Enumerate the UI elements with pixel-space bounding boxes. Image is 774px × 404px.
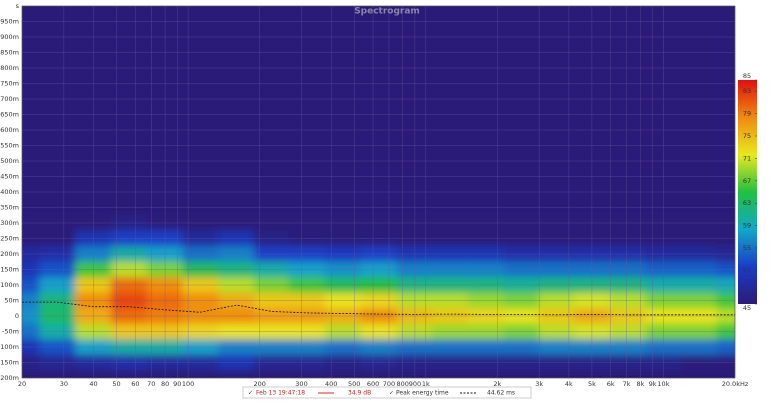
colorbar-tick-label: 59 [743,222,751,230]
y-tick-label: 700m [0,95,19,103]
x-tick-label: 80 [161,380,169,388]
x-tick-label: 100 [182,380,194,388]
x-tick-label: 70 [147,380,155,388]
x-tick-label: 90 [173,380,181,388]
y-tick-label: 0 [15,312,19,320]
colorbar-tick-label: 51 [743,266,751,274]
x-tick-label: 7k [623,380,631,388]
x-tick-label: 3k [535,380,543,388]
colorbar-tick-label: 63 [743,199,751,207]
x-tick-label: 60 [131,380,139,388]
x-tick-label: 900 [409,380,421,388]
x-tick-label: 20 [18,380,26,388]
y-tick-label: 500m [0,157,19,165]
y-tick-label: 200m [0,250,19,258]
x-tick-label: 300 [295,380,307,388]
y-tick-label: 900m [0,33,19,41]
colorbar-tick-label: 47 [743,289,751,297]
x-tick-label: 40 [89,380,97,388]
legend-label: Peak energy time [396,390,449,397]
plot-frame [21,5,736,379]
x-tick-label: 30 [60,380,68,388]
x-tick-label: 50 [112,380,120,388]
x-tick-label: 800 [397,380,409,388]
y-tick-label: -100m [0,343,19,351]
x-tick-label: 2k [493,380,501,388]
colorbar-tick-label: 71 [743,154,751,162]
colorbar-tick-label: 45 [743,304,751,312]
colorbar-tick-label: 75 [743,132,751,140]
y-tick-label: 350m [0,204,19,212]
legend-value: 44.62 ms [487,390,515,397]
x-tick-label: 1k [422,380,430,388]
y-tick-label: 150m [0,266,19,274]
y-tick-label: 100m [0,281,19,289]
y-tick-label: 750m [0,80,19,88]
legend-value: 34.9 dB [348,390,371,397]
y-tick-label: 600m [0,126,19,134]
colorbar-tick-label: 83 [743,87,751,95]
y-tick-label: 450m [0,173,19,181]
x-tick-label: 4k [565,380,573,388]
x-tick-label: 10k [657,380,669,388]
chart-title: Spectrogram [354,7,420,17]
x-tick-label: 500 [348,380,360,388]
y-tick-label: s [16,2,20,10]
peak-energy-line [22,301,735,316]
colorbar-tick-label: 85 [743,72,751,80]
y-tick-label: 50m [4,297,19,305]
x-tick-label: 9k [649,380,657,388]
x-tick-label: 6k [607,380,615,388]
legend-label: Feb 13 19:47:18 [256,390,305,397]
colorbar-tick-label: 55 [743,244,751,252]
y-tick-label: 800m [0,64,19,72]
y-tick-label: 250m [0,235,19,243]
y-tick-label: -150m [0,359,19,367]
x-tick-label: 600 [367,380,379,388]
y-tick-label: 950m [0,18,19,26]
y-tick-label: 300m [0,219,19,227]
colorbar-tick-label: 67 [743,177,751,185]
x-tick-label: 5k [588,380,596,388]
y-tick-label: 850m [0,49,19,57]
x-tick-label: 8k [636,380,644,388]
colorbar [738,80,757,304]
x-tick-label: 700 [383,380,395,388]
y-tick-label: 650m [0,111,19,119]
y-tick-label: -200m [0,374,19,382]
checkbox[interactable]: ✓ [389,390,394,397]
legend: ✓ Feb 13 19:47:18 34.9 dB ✓ Peak energy … [242,386,532,399]
y-tick-label: -50m [2,328,19,336]
x-tick-label: 200 [253,380,265,388]
checkbox[interactable]: ✓ [248,390,253,397]
x-tick-label: 20.0kHz [722,380,749,388]
y-tick-label: 400m [0,188,19,196]
y-tick-label: 550m [0,142,19,150]
legend-box [242,386,532,399]
x-tick-label: 400 [325,380,337,388]
colorbar-tick-label: 79 [743,110,751,118]
